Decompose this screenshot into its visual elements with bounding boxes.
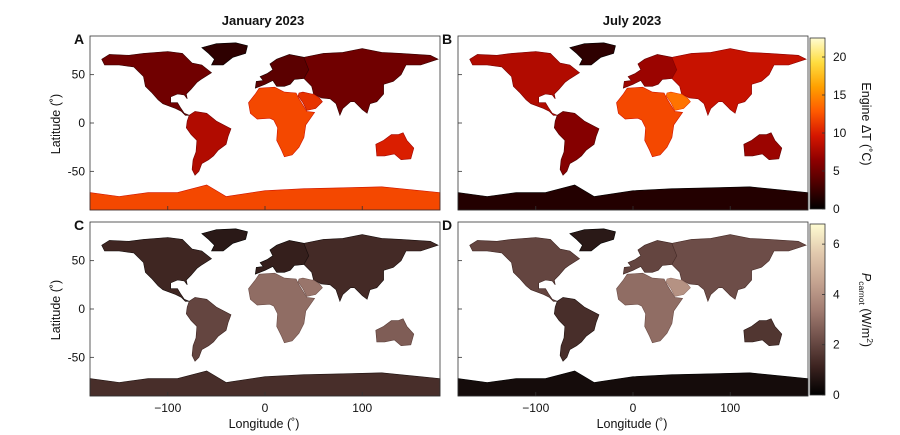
region-australia <box>375 132 415 161</box>
y-tick-label: 50 <box>72 254 86 268</box>
colorbar-tick-label: 4 <box>833 287 840 301</box>
colorbar-pcarnot-label: Pcarnot (W/m2) <box>857 273 875 347</box>
colorbar-pcarnot-label-close: ) <box>859 343 873 347</box>
colorbar-pcarnot-ticks: 0 2 4 6 <box>822 237 840 402</box>
panel-letter-c: C <box>74 217 84 233</box>
colorbar-tick-label: 6 <box>833 237 840 251</box>
x-tick-label: 100 <box>352 401 372 415</box>
region-arabia <box>665 277 691 297</box>
colorbar-engine-dt-ticks: 0 5 10 15 20 <box>822 50 847 216</box>
region-north-america <box>101 237 213 302</box>
region-arabia <box>297 277 323 297</box>
region-asia <box>671 234 807 303</box>
colorbar-engine-dt-gradient <box>809 37 826 210</box>
panel-letter-d: D <box>442 217 452 233</box>
colorbar-pcarnot-label-main: P <box>859 273 873 282</box>
xlabel-left: Longitude (˚) <box>229 417 300 431</box>
map-panels: -50 0 50 -50 0 50 −100 0 100 −100 0 100 <box>68 35 809 415</box>
region-arabia <box>297 91 323 111</box>
colorbar-pcarnot-label-sup: 2 <box>865 338 875 343</box>
ylabel-top: Latitude (˚) <box>49 94 63 154</box>
y-tick-label: -50 <box>68 350 86 364</box>
map-panel-d: −100 0 100 <box>457 221 809 415</box>
x-tick-label: 0 <box>262 401 269 415</box>
panel-letter-a: A <box>74 31 84 47</box>
region-north-america <box>469 51 581 116</box>
title-january: January 2023 <box>222 13 304 28</box>
x-tick-label: −100 <box>154 401 181 415</box>
x-tick-label: 0 <box>630 401 637 415</box>
colorbar-tick-label: 0 <box>833 388 840 402</box>
region-africa <box>616 272 684 344</box>
colorbar-tick-label: 20 <box>833 50 847 64</box>
colorbar-pcarnot-gradient <box>809 223 826 396</box>
ylabel-bottom: Latitude (˚) <box>49 280 63 340</box>
y-tick-label: 0 <box>78 116 85 130</box>
region-south-america <box>553 297 600 362</box>
region-asia <box>303 48 439 117</box>
map-panel-b <box>457 35 809 211</box>
colorbar-tick-label: 2 <box>833 338 840 352</box>
region-north-america <box>469 237 581 302</box>
colorbar-tick-label: 10 <box>833 126 847 140</box>
region-greenland <box>569 228 616 252</box>
y-tick-label: 50 <box>72 68 86 82</box>
title-july: July 2023 <box>603 13 662 28</box>
colorbar-tick-label: 5 <box>833 164 840 178</box>
region-south-america <box>185 111 232 176</box>
region-south-america <box>553 111 600 176</box>
region-north-america <box>101 51 213 116</box>
xlabel-right: Longitude (˚) <box>597 417 668 431</box>
region-greenland <box>569 42 616 66</box>
region-australia <box>743 132 783 161</box>
region-africa <box>248 86 316 158</box>
region-australia <box>375 318 415 347</box>
panel-letter-b: B <box>442 31 452 47</box>
map-panel-c: -50 0 50 −100 0 100 <box>68 221 441 415</box>
region-south-america <box>185 297 232 362</box>
region-africa <box>616 86 684 158</box>
colorbar-tick-label: 0 <box>833 202 840 216</box>
region-australia <box>743 318 783 347</box>
map-panel-a: -50 0 50 <box>68 35 441 211</box>
region-asia <box>671 48 807 117</box>
y-tick-label: -50 <box>68 164 86 178</box>
region-asia <box>303 234 439 303</box>
colorbar-pcarnot-label-sub: carnot <box>857 281 867 305</box>
colorbar-tick-label: 15 <box>833 88 847 102</box>
region-greenland <box>201 42 248 66</box>
region-arabia <box>665 91 691 111</box>
x-tick-label: −100 <box>522 401 549 415</box>
y-tick-label: 0 <box>78 302 85 316</box>
colorbar-engine-dt: 0 5 10 15 20 Engine ΔT (˚C) <box>809 37 873 216</box>
x-tick-label: 100 <box>720 401 740 415</box>
colorbar-engine-dt-label: Engine ΔT (˚C) <box>859 82 873 165</box>
colorbar-pcarnot-label-units: (W/m <box>859 305 873 338</box>
region-greenland <box>201 228 248 252</box>
region-africa <box>248 272 316 344</box>
